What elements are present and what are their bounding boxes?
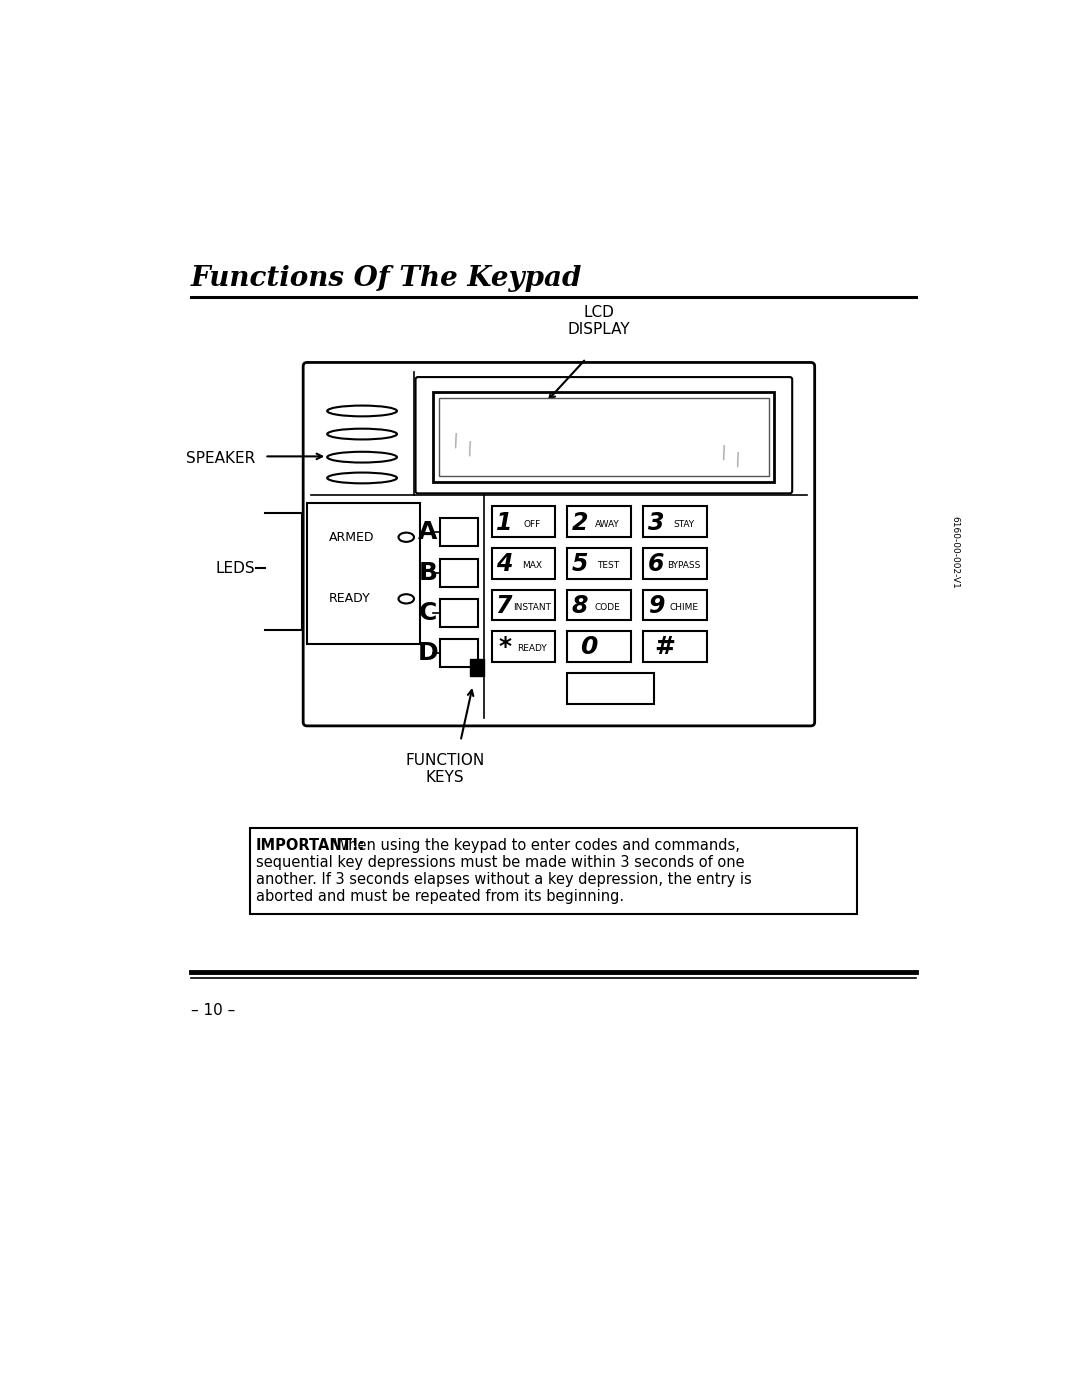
Bar [567,631,631,662]
Bar [440,599,478,627]
Text: MAX: MAX [522,562,542,570]
Bar [491,590,555,620]
Text: /: / [732,451,743,469]
Bar [440,518,478,546]
Text: 6: 6 [648,552,664,576]
Text: aborted and must be repeated from its beginning.: aborted and must be repeated from its be… [256,888,624,904]
Bar [491,507,555,538]
Text: *: * [499,636,512,659]
Text: /: / [718,443,729,462]
Text: 0: 0 [580,636,598,659]
Text: 6160-00-002-V1: 6160-00-002-V1 [950,517,959,590]
Bar [440,638,478,666]
Bar [307,503,420,644]
Text: sequential key depressions must be made within 3 seconds of one: sequential key depressions must be made … [256,855,744,870]
Ellipse shape [327,451,397,462]
Text: 5: 5 [571,552,589,576]
Bar [440,559,478,587]
Text: CODE: CODE [595,604,621,612]
Text: A: A [418,520,437,543]
Bar [438,398,769,476]
Ellipse shape [399,594,414,604]
Text: LCD
DISPLAY: LCD DISPLAY [567,305,630,337]
Text: When using the keypad to enter codes and commands,: When using the keypad to enter codes and… [328,838,740,854]
Text: CHIME: CHIME [670,604,698,612]
Bar [644,631,707,662]
Text: 8: 8 [571,594,589,617]
Text: D: D [418,641,438,665]
Text: FUNCTION
KEYS: FUNCTION KEYS [405,753,485,785]
Bar [433,393,774,482]
Text: #: # [654,636,676,659]
Bar [567,507,631,538]
Bar [644,548,707,578]
Text: INSTANT: INSTANT [513,604,551,612]
Text: LEDS: LEDS [216,560,255,576]
Text: – 10 –: – 10 – [191,1003,235,1018]
Ellipse shape [327,472,397,483]
Text: 1: 1 [496,511,512,535]
Bar [644,507,707,538]
Bar [567,673,654,704]
Text: READY: READY [517,644,546,654]
Text: READY: READY [328,592,370,605]
Bar [470,659,484,676]
Text: OFF: OFF [523,520,540,528]
Text: 9: 9 [648,594,664,617]
Text: B: B [418,560,437,585]
Text: SPEAKER: SPEAKER [186,451,255,467]
FancyBboxPatch shape [416,377,793,493]
Text: ARMED: ARMED [328,531,375,543]
Text: TEST: TEST [596,562,619,570]
Bar [644,590,707,620]
Ellipse shape [327,429,397,440]
Bar [567,590,631,620]
Text: Functions Of The Keypad: Functions Of The Keypad [191,265,582,292]
Text: AWAY: AWAY [595,520,620,528]
Text: /: / [464,439,475,458]
Text: BYPASS: BYPASS [667,562,701,570]
Text: 2: 2 [571,511,589,535]
Bar [249,827,858,914]
Bar [491,631,555,662]
Ellipse shape [327,405,397,416]
Text: C: C [419,601,437,624]
Text: IMPORTANT!:: IMPORTANT!: [256,838,365,854]
Text: 3: 3 [648,511,664,535]
Text: another. If 3 seconds elapses without a key depression, the entry is: another. If 3 seconds elapses without a … [256,872,752,887]
Text: STAY: STAY [673,520,694,528]
Ellipse shape [399,532,414,542]
Text: 4: 4 [496,552,512,576]
FancyBboxPatch shape [303,362,814,726]
Text: /: / [451,432,462,450]
Text: 7: 7 [496,594,512,617]
Bar [491,548,555,578]
Bar [567,548,631,578]
